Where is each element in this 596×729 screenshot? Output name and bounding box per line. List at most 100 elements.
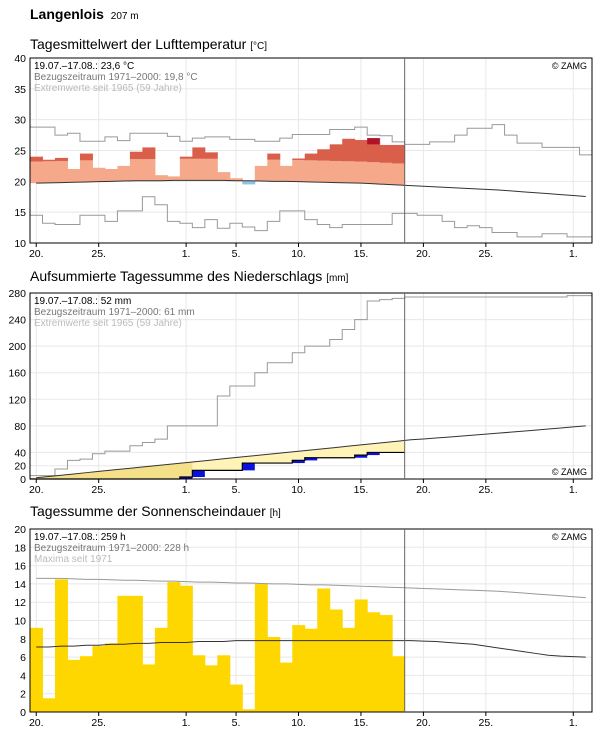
precip-deficit-area bbox=[192, 461, 206, 471]
temp-record-min-line bbox=[30, 196, 592, 238]
sun-x-tick-label: 1. bbox=[569, 717, 578, 729]
temp-bar-warm-low bbox=[179, 158, 193, 181]
sun-info-line: Maxima seit 1971 bbox=[34, 554, 113, 565]
temp-bar-warm-high bbox=[342, 138, 356, 162]
temp-record-mark bbox=[367, 138, 380, 145]
temp-bar-warm-low bbox=[154, 175, 168, 181]
sun-x-tick-label: 20. bbox=[29, 717, 44, 729]
precip-y-tick-label: 20 bbox=[14, 461, 26, 473]
sun-x-tick-label: 20. bbox=[416, 717, 431, 729]
sun-y-tick-label: 14 bbox=[14, 579, 26, 591]
temp-normal-line bbox=[36, 179, 586, 197]
sun-y-tick-label: 18 bbox=[14, 542, 26, 554]
sun-bar bbox=[154, 627, 168, 712]
sun-bar bbox=[342, 627, 356, 712]
sun-bar bbox=[217, 655, 231, 712]
precip-deficit-area bbox=[242, 456, 256, 464]
temp-bar-warm-low bbox=[204, 158, 218, 181]
temp-x-tick-label: 10. bbox=[291, 248, 306, 260]
sun-bar bbox=[179, 585, 193, 712]
precip-x-tick-label: 1. bbox=[569, 484, 578, 496]
sun-bar bbox=[392, 656, 406, 712]
precip-rain-bar bbox=[192, 470, 205, 478]
temperature-title: Tagesmittelwert der Lufttemperatur bbox=[30, 36, 247, 52]
precip-deficit-area bbox=[104, 470, 118, 479]
temp-frame bbox=[29, 57, 593, 244]
temp-bar-warm-low bbox=[104, 169, 118, 182]
temperature-unit: [°C] bbox=[250, 41, 267, 52]
sun-bar bbox=[204, 665, 218, 712]
temp-bar-warm-low bbox=[317, 160, 331, 183]
precip-rain-bar bbox=[354, 455, 368, 458]
temp-bar-warm-low bbox=[192, 158, 206, 181]
sunshine-title: Tagessumme der Sonnenscheindauer bbox=[30, 503, 266, 519]
temp-bar-warm-low bbox=[54, 160, 68, 183]
temp-info-line: Extremwerte seit 1965 (59 Jahre) bbox=[34, 83, 182, 94]
station-altitude: 207 m bbox=[110, 11, 139, 22]
temp-x-tick-label: 15. bbox=[354, 248, 369, 260]
sun-bar bbox=[192, 655, 206, 712]
temp-bar-warm-low bbox=[167, 176, 181, 181]
temp-bar-warm-high bbox=[129, 151, 143, 160]
temp-x-tick-label: 20. bbox=[29, 248, 44, 260]
temp-x-tick-label: 5. bbox=[232, 248, 241, 260]
temp-y-tick-label: 20 bbox=[14, 176, 26, 188]
sun-bar bbox=[354, 599, 368, 712]
precip-y-tick-label: 280 bbox=[8, 288, 26, 300]
temperature-panel-title: Tagesmittelwert der Lufttemperatur [°C] bbox=[30, 36, 267, 52]
temp-y-tick-label: 30 bbox=[14, 115, 26, 127]
sun-bar bbox=[329, 609, 343, 712]
precipitation-unit: [mm] bbox=[326, 273, 349, 284]
temp-bar-warm-low bbox=[267, 159, 281, 182]
sun-bar bbox=[30, 627, 43, 712]
precip-y-tick-label: 200 bbox=[8, 341, 26, 353]
precip-deficit-area bbox=[329, 447, 343, 458]
temp-bar-warm-high bbox=[379, 144, 393, 163]
precip-deficit-area bbox=[79, 472, 93, 479]
sun-x-tick-label: 5. bbox=[232, 717, 241, 729]
precip-deficit-area bbox=[229, 457, 243, 471]
precip-info-line: Bezugszeitraum 1971–2000: 61 mm bbox=[34, 307, 195, 318]
precip-deficit-area bbox=[54, 475, 68, 479]
precip-rain-bar bbox=[242, 463, 255, 471]
precip-info-line: 19.07.–17.08.: 52 mm bbox=[34, 296, 131, 307]
temp-bar-warm-low bbox=[142, 159, 156, 181]
precip-y-tick-label: 160 bbox=[8, 368, 26, 380]
sun-y-tick-label: 20 bbox=[14, 524, 26, 536]
precip-deficit-area bbox=[179, 462, 193, 478]
precip-deficit-area bbox=[217, 458, 231, 471]
sun-info-line: 19.07.–17.08.: 259 h bbox=[34, 532, 126, 543]
precip-y-tick-label: 240 bbox=[8, 315, 26, 327]
sun-x-tick-label: 25. bbox=[479, 717, 494, 729]
temp-y-tick-label: 15 bbox=[14, 207, 26, 219]
temp-bar-warm-low bbox=[379, 162, 393, 185]
sun-y-tick-label: 10 bbox=[14, 616, 26, 628]
temp-bar-warm-low bbox=[304, 160, 318, 182]
precip-deficit-area bbox=[279, 452, 293, 464]
precip-deficit-area bbox=[42, 476, 56, 479]
precip-x-tick-label: 25. bbox=[91, 484, 106, 496]
sun-bar bbox=[117, 595, 131, 712]
temp-bar-warm-low bbox=[129, 159, 143, 181]
sun-y-tick-label: 2 bbox=[20, 689, 26, 701]
temp-bar-warm-high bbox=[292, 158, 306, 161]
temp-bar-warm-low bbox=[92, 167, 106, 182]
temp-bar-cold bbox=[242, 180, 256, 185]
sun-bar bbox=[379, 615, 393, 712]
sun-x-tick-label: 10. bbox=[291, 717, 306, 729]
precip-normal-line bbox=[36, 425, 586, 479]
temp-bar-warm-high bbox=[42, 159, 56, 162]
precip-x-tick-label: 20. bbox=[29, 484, 44, 496]
precip-deficit-area bbox=[167, 463, 181, 479]
precip-rain-bar bbox=[367, 452, 380, 456]
temp-bar-warm-high bbox=[204, 152, 218, 159]
sun-y-tick-label: 6 bbox=[20, 652, 26, 664]
temp-bar-warm-high bbox=[392, 144, 406, 164]
sunshine-unit: [h] bbox=[269, 508, 281, 519]
temp-bar-warm-high bbox=[267, 153, 281, 160]
sunshine-panel-title: Tagessumme der Sonnenscheindauer [h] bbox=[30, 503, 281, 519]
temp-bar-warm-low bbox=[30, 161, 43, 184]
sun-bar bbox=[67, 659, 81, 712]
precip-x-tick-label: 1. bbox=[182, 484, 191, 496]
sun-info-line: Bezugszeitraum 1971–2000: 228 h bbox=[34, 543, 189, 554]
